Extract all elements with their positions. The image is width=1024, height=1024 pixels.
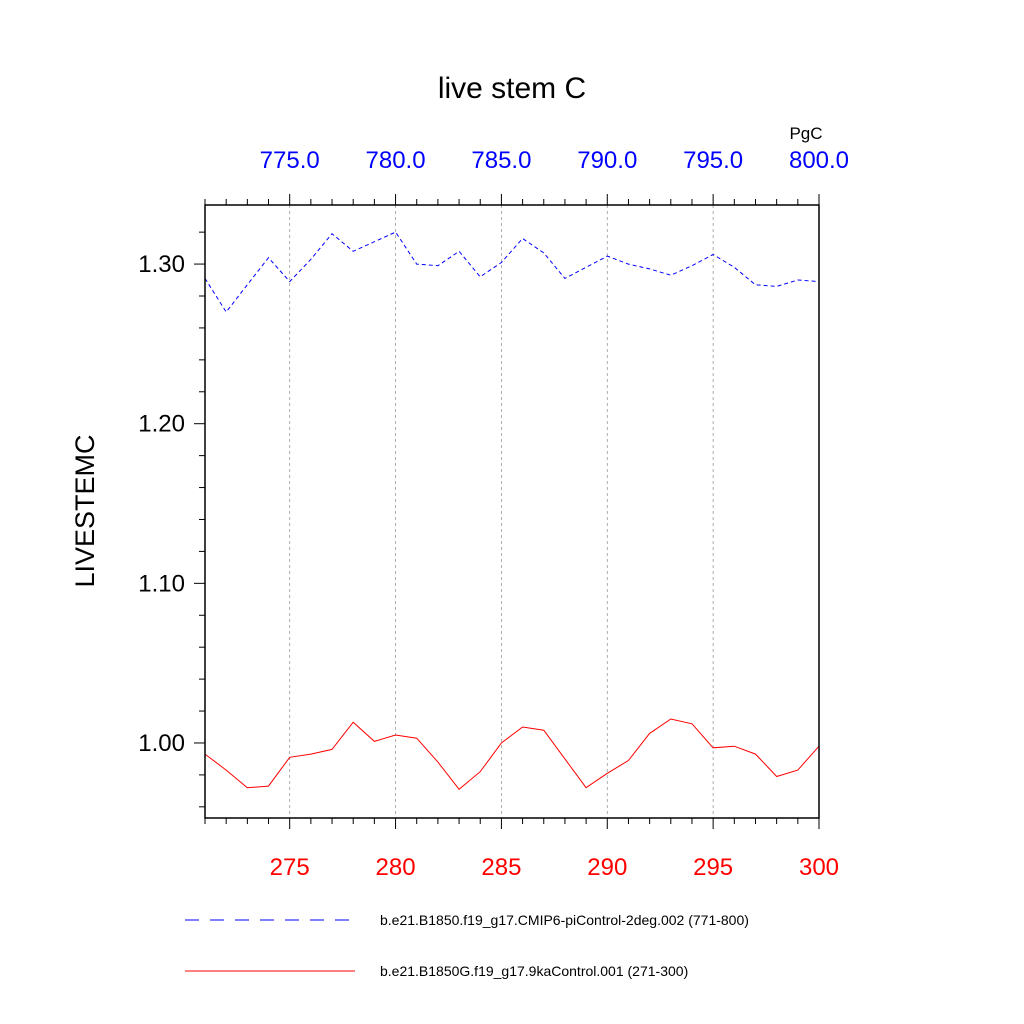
top-tick-label: 795.0 bbox=[683, 147, 743, 174]
top-tick-label: 790.0 bbox=[577, 147, 637, 174]
y-axis-label: LIVESTEMC bbox=[70, 434, 100, 587]
bottom-tick-label: 300 bbox=[799, 854, 839, 881]
y-tick-label: 1.30 bbox=[138, 251, 185, 278]
y-tick-label: 1.20 bbox=[138, 411, 185, 438]
series-line-solid bbox=[204, 718, 820, 791]
bottom-axis-ticks: 275 280 285 290 295 300 bbox=[270, 854, 839, 881]
units-label: PgC bbox=[789, 124, 822, 143]
series-line-dashed bbox=[204, 231, 820, 313]
bottom-tick-label: 295 bbox=[693, 854, 733, 881]
bottom-tick-label: 275 bbox=[270, 854, 310, 881]
top-tick-label: 800.0 bbox=[789, 147, 849, 174]
legend-entry-blue: b.e21.B1850.f19_g17.CMIP6-piControl-2deg… bbox=[380, 912, 749, 928]
bottom-tick-label: 280 bbox=[376, 854, 416, 881]
chart-title: live stem C bbox=[438, 72, 586, 105]
minor-ticks bbox=[194, 194, 820, 829]
y-axis-ticks: 1.00 1.10 1.20 1.30 bbox=[138, 251, 185, 757]
series-lines bbox=[204, 231, 820, 791]
top-tick-label: 780.0 bbox=[366, 147, 426, 174]
y-tick-label: 1.10 bbox=[138, 570, 185, 597]
bottom-tick-label: 290 bbox=[587, 854, 627, 881]
top-tick-label: 785.0 bbox=[471, 147, 531, 174]
legend-entry-red: b.e21.B1850G.f19_g17.9kaControl.001 (271… bbox=[380, 963, 688, 979]
top-tick-label: 775.0 bbox=[260, 147, 320, 174]
grid-lines bbox=[289, 205, 714, 818]
top-axis-ticks: 775.0 780.0 785.0 790.0 795.0 800.0 bbox=[260, 147, 849, 174]
plot-frame bbox=[204, 204, 820, 819]
y-tick-label: 1.00 bbox=[138, 730, 185, 757]
legend: b.e21.B1850.f19_g17.CMIP6-piControl-2deg… bbox=[185, 912, 749, 979]
bottom-tick-label: 285 bbox=[481, 854, 521, 881]
